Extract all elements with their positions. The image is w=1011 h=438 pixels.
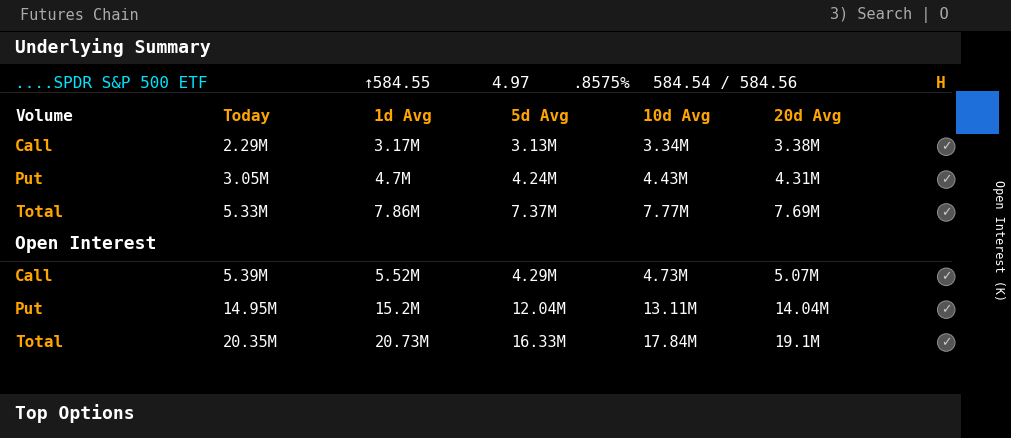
Text: ↑584.55: ↑584.55 [364,76,432,91]
Text: 7.37M: 7.37M [511,205,556,220]
Text: H: H [935,76,945,91]
Text: 20d Avg: 20d Avg [773,109,841,124]
Text: Call: Call [15,269,54,284]
FancyBboxPatch shape [0,0,1011,31]
Text: Put: Put [15,302,44,317]
Text: 7.69M: 7.69M [773,205,819,220]
Text: Futures Chain: Futures Chain [20,8,139,23]
Text: Open Interest (K): Open Interest (K) [992,180,1004,301]
Text: 5d Avg: 5d Avg [511,109,568,124]
Text: ✓: ✓ [940,140,950,153]
Text: Call: Call [15,139,54,154]
Text: Put: Put [15,172,44,187]
Text: Open Interest: Open Interest [15,235,157,254]
Text: ....SPDR S&P 500 ETF: ....SPDR S&P 500 ETF [15,76,207,91]
FancyBboxPatch shape [955,91,998,134]
Text: 5.39M: 5.39M [222,269,268,284]
Text: ✓: ✓ [940,206,950,219]
Text: 2.29M: 2.29M [222,139,268,154]
Text: 7.77M: 7.77M [642,205,687,220]
Text: .8575%: .8575% [571,76,629,91]
Text: 19.1M: 19.1M [773,335,819,350]
Text: 1d Avg: 1d Avg [374,109,432,124]
FancyBboxPatch shape [0,32,960,64]
Text: 3.17M: 3.17M [374,139,420,154]
Text: 3.38M: 3.38M [773,139,819,154]
Text: 16.33M: 16.33M [511,335,565,350]
Text: 4.29M: 4.29M [511,269,556,284]
Text: ✓: ✓ [940,173,950,186]
Text: 20.35M: 20.35M [222,335,277,350]
Text: 5.52M: 5.52M [374,269,420,284]
Text: Total: Total [15,205,64,220]
Text: ✓: ✓ [940,303,950,316]
Text: 584.54 / 584.56: 584.54 / 584.56 [652,76,797,91]
Text: 4.7M: 4.7M [374,172,410,187]
Text: Total: Total [15,335,64,350]
Text: Underlying Summary: Underlying Summary [15,38,210,57]
Text: 4.73M: 4.73M [642,269,687,284]
FancyBboxPatch shape [0,394,960,438]
Text: 14.95M: 14.95M [222,302,277,317]
Text: 3.05M: 3.05M [222,172,268,187]
Text: 20.73M: 20.73M [374,335,429,350]
Text: 4.97: 4.97 [490,76,529,91]
Text: ✓: ✓ [940,270,950,283]
Text: 13.11M: 13.11M [642,302,697,317]
Text: 14.04M: 14.04M [773,302,828,317]
Text: 3) Search | O: 3) Search | O [829,7,947,23]
Text: 4.31M: 4.31M [773,172,819,187]
Text: 5.07M: 5.07M [773,269,819,284]
Text: 12.04M: 12.04M [511,302,565,317]
Text: 17.84M: 17.84M [642,335,697,350]
Text: 3.34M: 3.34M [642,139,687,154]
Text: 15.2M: 15.2M [374,302,420,317]
Text: ✓: ✓ [940,336,950,349]
Text: 5.33M: 5.33M [222,205,268,220]
Text: 3.13M: 3.13M [511,139,556,154]
Text: 7.86M: 7.86M [374,205,420,220]
Text: Top Options: Top Options [15,404,134,424]
Text: 4.43M: 4.43M [642,172,687,187]
Text: Volume: Volume [15,109,73,124]
Text: 4.24M: 4.24M [511,172,556,187]
Text: 10d Avg: 10d Avg [642,109,710,124]
Text: Today: Today [222,109,271,124]
